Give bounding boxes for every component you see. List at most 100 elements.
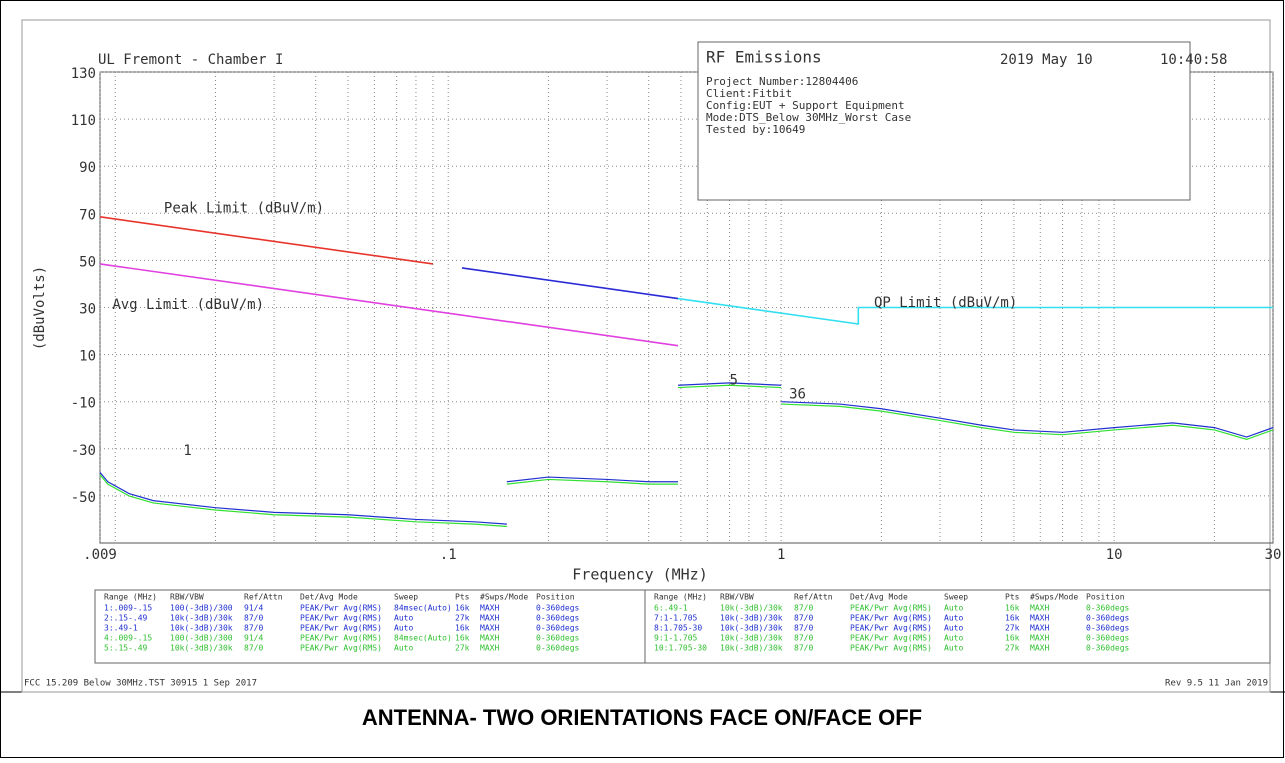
x-tick-label: 30 [1265, 547, 1282, 563]
info-line: Project Number:12804406 [706, 75, 858, 88]
marker-label: 1 [183, 443, 191, 459]
table-cell: 6:.49-1 [654, 604, 688, 613]
y-tick-label: 50 [79, 254, 96, 270]
marker-label: 36 [789, 387, 806, 403]
table-cell: 16k [1005, 614, 1020, 623]
info-box [697, 41, 1191, 201]
table-cell: Auto [394, 624, 413, 633]
y-tick-label: -30 [71, 443, 96, 459]
table-cell: 0-360degs [536, 614, 580, 623]
table-cell: 100(-3dB)/300 [170, 604, 233, 613]
table-cell: 16k [1005, 604, 1020, 613]
footer-left: FCC 15.209 Below 30MHz.TST 30915 1 Sep 2… [24, 679, 257, 689]
table-cell: MAXH [1030, 604, 1049, 613]
table-cell: 10k(-3dB)/30k [720, 644, 783, 653]
y-tick-label: 70 [79, 207, 96, 223]
x-tick-label: .009 [83, 547, 117, 563]
data-line [99, 216, 434, 265]
table-cell: 10k(-3dB)/30k [720, 624, 783, 633]
table-cell: 3:.49-1 [104, 624, 138, 633]
table-cell: 0-360degs [1086, 624, 1130, 633]
table-header: #Swps/Mode [1030, 593, 1078, 602]
data-line [461, 267, 679, 300]
y-tick-label: 30 [79, 302, 96, 318]
y-tick-label: 110 [71, 113, 96, 129]
table-cell: Auto [394, 614, 413, 623]
table-cell: Auto [944, 614, 963, 623]
table-cell: 0-360degs [536, 634, 580, 643]
table-cell: 87/0 [794, 644, 813, 653]
table-cell: 87/0 [794, 624, 813, 633]
table-cell: 87/0 [244, 644, 263, 653]
table-header: Sweep [394, 593, 418, 602]
data-line [677, 382, 782, 386]
y-tick-label: 10 [79, 349, 96, 365]
header-left: UL Fremont - Chamber I [98, 52, 283, 68]
y-tick-label: 90 [79, 160, 96, 176]
table-header: RBW/VBW [720, 593, 754, 602]
data-line [781, 403, 1274, 441]
table-cell: MAXH [480, 634, 499, 643]
table-cell: 7:1-1.705 [654, 614, 698, 623]
table-cell: Auto [944, 634, 963, 643]
table-cell: Auto [944, 624, 963, 633]
table-cell: MAXH [480, 614, 499, 623]
table-cell: 16k [455, 604, 470, 613]
data-line [506, 476, 679, 483]
data-line [781, 401, 1274, 438]
table-cell: 10k(-3dB)/30k [170, 644, 233, 653]
table-cell: MAXH [480, 604, 499, 613]
marker-label: 5 [729, 373, 737, 389]
data-line [506, 478, 679, 485]
table-header: Sweep [944, 593, 968, 602]
table-cell: Auto [944, 644, 963, 653]
table-cell: 10:1.705-30 [654, 644, 707, 653]
table-cell: 1:.009-.15 [104, 604, 152, 613]
table-header: Ref/Attn [794, 593, 833, 602]
table-cell: 9:1-1.705 [654, 634, 698, 643]
limit-label: Peak Limit (dBuV/m) [164, 201, 324, 217]
table-cell: 10k(-3dB)/30k [720, 604, 783, 613]
table-cell: 87/0 [244, 614, 263, 623]
table-header: Range (MHz) [654, 593, 707, 602]
data-line [99, 263, 679, 347]
table-cell: 27k [455, 644, 470, 653]
table-cell: PEAK/Pwr Avg(RMS) [850, 634, 932, 643]
table-cell: 16k [1005, 634, 1020, 643]
plot-frame [21, 19, 1271, 693]
table-cell: 87/0 [244, 624, 263, 633]
table-cell: 84msec(Auto) [394, 604, 452, 613]
table-cell: 84msec(Auto) [394, 634, 452, 643]
table-cell: MAXH [1030, 614, 1049, 623]
table-cell: MAXH [480, 624, 499, 633]
table-cell: MAXH [1030, 634, 1049, 643]
table-header: Det/Avg Mode [850, 593, 908, 602]
table-cell: 8:1.705-30 [654, 624, 702, 633]
table-cell: 16k [455, 624, 470, 633]
table-cell: 0-360degs [1086, 614, 1130, 623]
table-cell: 4:.009-.15 [104, 634, 152, 643]
table-cell: 87/0 [794, 614, 813, 623]
table-cell: 0-360degs [536, 604, 580, 613]
info-line: Mode:DTS_Below 30MHz_Worst Case [706, 111, 911, 124]
table-cell: 87/0 [794, 634, 813, 643]
table-cell: PEAK/Pwr Avg(RMS) [300, 614, 382, 623]
info-line: Tested by:10649 [706, 123, 805, 136]
table-cell: PEAK/Pwr Avg(RMS) [850, 644, 932, 653]
footer-right: Rev 9.5 11 Jan 2019 [1165, 679, 1268, 689]
caption: ANTENNA- TWO ORIENTATIONS FACE ON/FACE O… [362, 705, 922, 730]
table-header: #Swps/Mode [480, 593, 528, 602]
table-cell: 5:.15-.49 [104, 644, 148, 653]
limit-label: QP Limit (dBuV/m) [874, 295, 1017, 311]
table-cell: 0-360degs [1086, 644, 1130, 653]
table-cell: PEAK/Pwr Avg(RMS) [850, 624, 932, 633]
y-tick-label: -10 [71, 396, 96, 412]
table-cell: PEAK/Pwr Avg(RMS) [300, 624, 382, 633]
table-cell: 2:.15-.49 [104, 614, 148, 623]
limit-label: Avg Limit (dBuV/m) [112, 297, 264, 313]
table-cell: 27k [1005, 624, 1020, 633]
table-cell: Auto [944, 604, 963, 613]
table-cell: PEAK/Pwr Avg(RMS) [850, 604, 932, 613]
